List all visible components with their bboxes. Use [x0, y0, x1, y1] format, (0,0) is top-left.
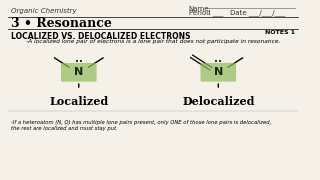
Text: NOTES 1: NOTES 1 [265, 30, 295, 35]
Text: -If a heteroatom (N, O) has multiple lone pairs present, only ONE of those lone : -If a heteroatom (N, O) has multiple lon… [11, 120, 271, 131]
Text: Localized: Localized [49, 96, 108, 107]
FancyBboxPatch shape [201, 63, 236, 82]
Text: -A localized lone pair of electrons is a lone pair that does not participate in : -A localized lone pair of electrons is a… [26, 39, 280, 44]
Text: ••: •• [214, 59, 222, 65]
Text: Name: Name [188, 6, 209, 12]
Text: Organic Chemistry: Organic Chemistry [11, 8, 76, 14]
Text: Period ___   Date ___/___/___: Period ___ Date ___/___/___ [188, 9, 285, 16]
Text: N: N [74, 67, 84, 77]
Text: LOCALIZED VS. DELOCALIZED ELECTRONS: LOCALIZED VS. DELOCALIZED ELECTRONS [11, 32, 190, 41]
Text: Delocalized: Delocalized [182, 96, 254, 107]
FancyBboxPatch shape [61, 63, 97, 82]
Text: ••: •• [75, 59, 83, 65]
Text: 3 • Resonance: 3 • Resonance [11, 17, 111, 30]
Text: N: N [214, 67, 223, 77]
